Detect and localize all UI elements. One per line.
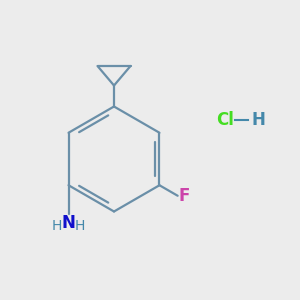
Text: N: N	[61, 214, 76, 232]
Text: H: H	[251, 111, 265, 129]
Text: Cl: Cl	[216, 111, 234, 129]
Text: H: H	[52, 219, 62, 233]
Text: H: H	[75, 219, 85, 233]
Text: F: F	[178, 187, 190, 205]
